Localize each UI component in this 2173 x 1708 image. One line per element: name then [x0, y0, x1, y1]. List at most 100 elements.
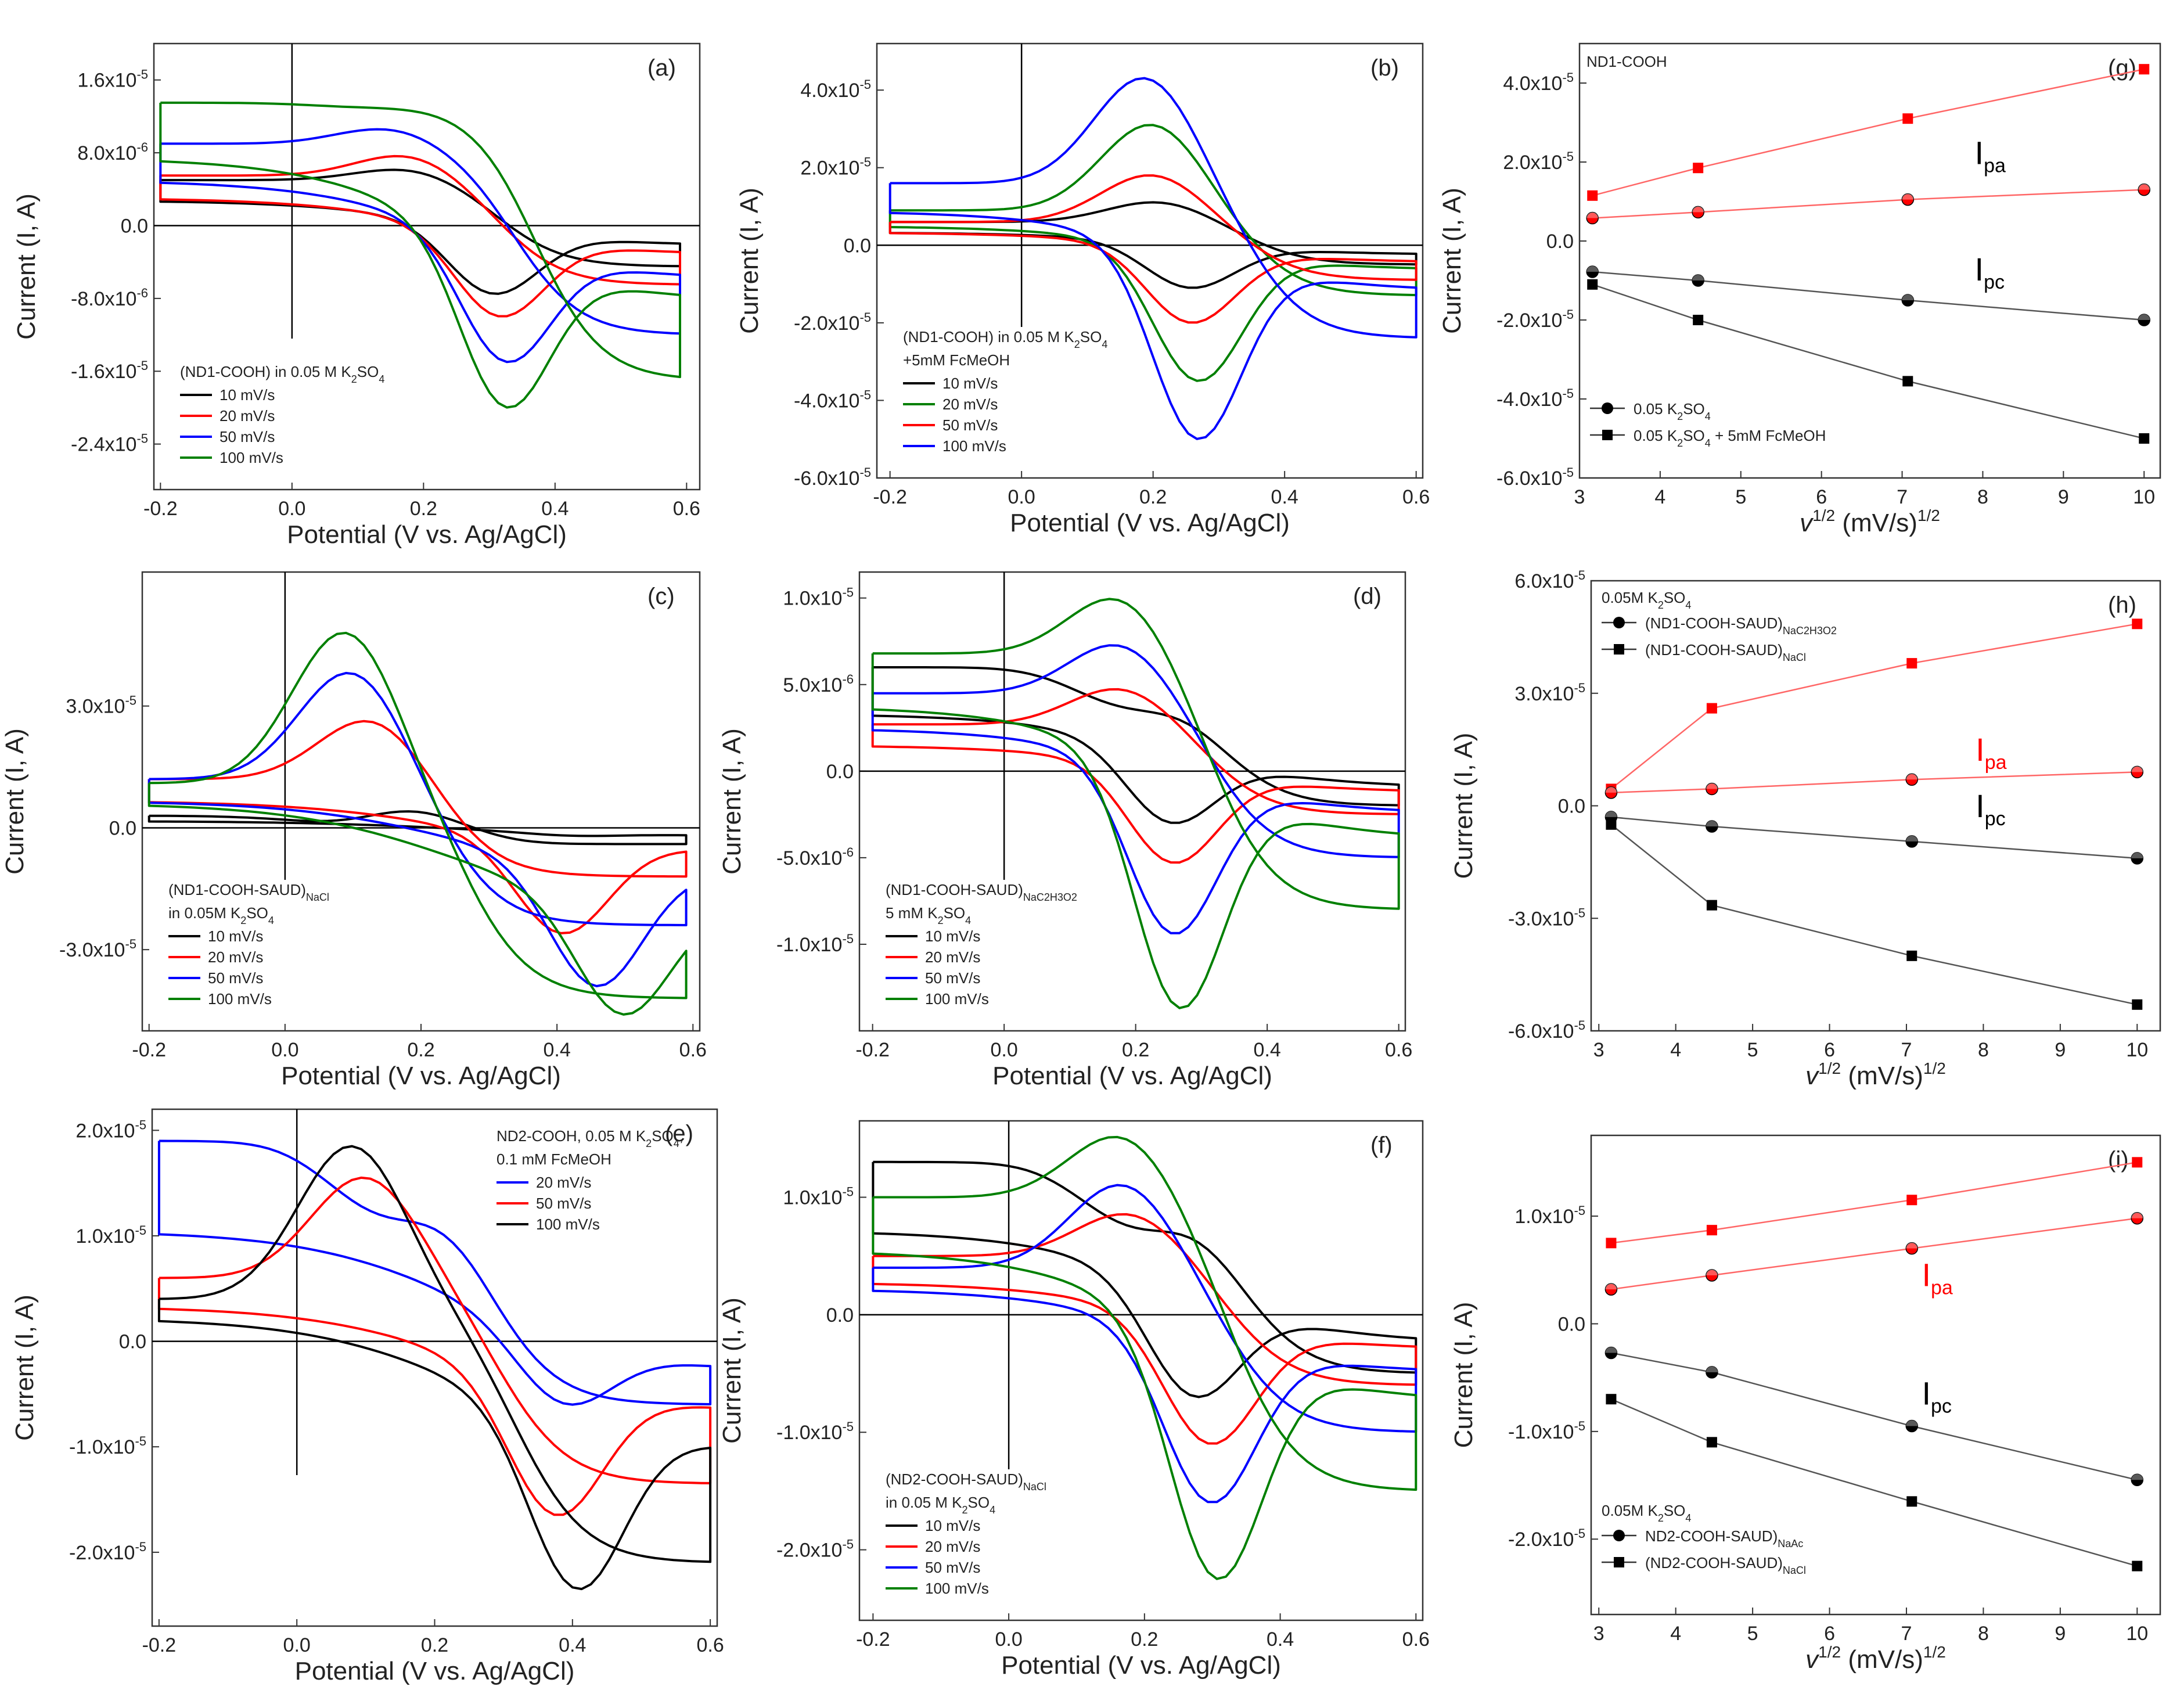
- data-point-circle: [1604, 1346, 1618, 1360]
- legend-label: 10 mV/s: [942, 375, 998, 392]
- legend-marker: [1602, 430, 1613, 440]
- data-point-circle: [1706, 782, 1718, 796]
- data-point-square: [1693, 315, 1704, 325]
- x-tick-label: 4: [1670, 1623, 1681, 1645]
- x-tick-label: 8: [1977, 486, 1988, 508]
- x-tick-label: 0.0: [1008, 486, 1035, 508]
- legend-title: ND2-COOH, 0.05 M K2SO4,: [497, 1127, 683, 1149]
- data-point-square: [1706, 703, 1717, 714]
- data-point-circle: [1692, 274, 1704, 287]
- cv-curve-100-mV-s: [147, 631, 688, 1016]
- x-tick-label: 5: [1747, 1039, 1758, 1061]
- data-point-circle: [1905, 1242, 1918, 1255]
- panel-d: -0.2 0.0 0.2 0.4 0.6 1.0x10-5 5.0x10-6 0.0 -5.0x…: [718, 571, 1412, 1090]
- y-tick-label: -1.0x10-5: [1508, 1419, 1585, 1443]
- y-tick-label: -1.0x10-5: [69, 1434, 146, 1458]
- legend-label: 20 mV/s: [925, 1538, 980, 1555]
- panel-heading: ND1-COOH: [1586, 53, 1667, 70]
- legend-title: (ND1-COOH) in 0.05 M K2SO4: [903, 328, 1107, 350]
- legend-label: 10 mV/s: [208, 927, 263, 945]
- data-point-square: [2132, 619, 2143, 630]
- y-axis-title: Current (I, A): [718, 1297, 746, 1444]
- y-tick-label: 1.0x10-5: [783, 1185, 854, 1209]
- y-tick-label: 4.0x10-5: [800, 77, 871, 102]
- x-tick-label: 0.0: [271, 1039, 298, 1061]
- x-tick-label: 0.0: [991, 1039, 1018, 1061]
- panel-letter: (d): [1353, 584, 1381, 609]
- data-point-circle: [2131, 765, 2144, 779]
- data-point-square: [2132, 1157, 2143, 1168]
- y-tick-label: 0.0: [109, 817, 136, 839]
- x-tick-label: 0.6: [1402, 486, 1430, 508]
- panel-b: -0.2 0.0 0.2 0.4 0.6 4.0x10-5 2.0x10-5 0.0 -2.0x…: [735, 42, 1430, 537]
- data-point-circle: [2131, 1473, 2144, 1487]
- data-point-square: [1587, 190, 1598, 201]
- data-point-half: [1692, 275, 1704, 281]
- y-tick-label: 3.0x10-5: [66, 693, 136, 718]
- data-point-circle: [1905, 773, 1918, 786]
- panel-letter: (b): [1370, 55, 1399, 81]
- cv-curve-10-mV-s: [872, 1160, 1418, 1398]
- legend-label: 100 mV/s: [220, 449, 283, 466]
- peak-current-label: Ipc: [1922, 1375, 1951, 1417]
- x-tick-label: 0.2: [410, 498, 437, 520]
- fit-line: [1592, 283, 2145, 440]
- panel-c: -0.2 0.0 0.2 0.4 0.6 3.0x10-5 0.0 -3.0x10-5 Pote…: [1, 571, 707, 1090]
- x-tick-label: 3: [1593, 1039, 1604, 1061]
- x-tick-label: 10: [2126, 1623, 2148, 1645]
- plot-frame: [858, 1120, 1424, 1621]
- data-point-square: [1606, 819, 1617, 830]
- y-tick-label: 6.0x10-5: [1514, 568, 1585, 592]
- data-point-circle: [1706, 820, 1718, 833]
- y-tick-label: -2.0x10-5: [794, 310, 871, 335]
- data-point-circle: [1706, 1366, 1718, 1379]
- data-point-half: [1706, 783, 1718, 789]
- legend-title: (ND2-COOH-SAUD)NaCl: [886, 1470, 1046, 1493]
- y-tick-label: -1.6x10-5: [71, 358, 148, 383]
- data-point-half: [1586, 266, 1599, 272]
- y-tick-label: -3.0x10-5: [59, 937, 136, 961]
- data-point-square: [1693, 163, 1704, 174]
- x-tick-label: 0.4: [544, 1039, 571, 1061]
- cv-curve-100-mV-s: [157, 1145, 712, 1591]
- data-point-half: [1906, 1420, 1918, 1426]
- y-tick-label: -2.4x10-5: [71, 432, 148, 456]
- y-tick-label: 3.0x10-5: [1514, 681, 1585, 705]
- x-tick-label: 10: [2126, 1039, 2148, 1061]
- y-tick-label: -2.0x10-5: [1496, 307, 1574, 332]
- x-tick-label: 9: [2058, 486, 2069, 508]
- data-point-half: [1605, 1347, 1617, 1353]
- data-point-square: [1587, 279, 1598, 290]
- panel-e: -0.2 0.0 0.2 0.4 0.6 2.0x10-5 1.0x10-5 0.0 -1.0x…: [10, 1108, 724, 1685]
- x-tick-label: 0.6: [697, 1634, 724, 1656]
- data-point-half: [2131, 1212, 2143, 1218]
- x-tick-label: 0.2: [1139, 486, 1167, 508]
- data-point-half: [1605, 811, 1617, 817]
- legend-label: (ND1-COOH-SAUD)NaCl: [1645, 641, 1806, 663]
- data-point-square: [1906, 658, 1917, 669]
- legend-title: in 0.05M K2SO4: [168, 904, 274, 926]
- data-point-square: [1902, 113, 1913, 124]
- legend-label: 50 mV/s: [220, 428, 275, 445]
- x-tick-label: -0.2: [856, 1628, 890, 1651]
- fit-line: [1611, 771, 2138, 794]
- y-tick-label: -2.0x10-5: [1508, 1526, 1585, 1551]
- x-tick-label: -0.2: [855, 1039, 890, 1061]
- panel-letter: (i): [2108, 1147, 2129, 1173]
- data-point-square: [1706, 1437, 1717, 1448]
- data-point-square: [1906, 1195, 1917, 1206]
- y-axis-title: Current (I, A): [1449, 1302, 1478, 1448]
- legend-label: 50 mV/s: [925, 969, 980, 987]
- legend-label: 20 mV/s: [220, 407, 275, 425]
- data-point-square: [1706, 1225, 1717, 1236]
- legend-title: +5mM FcMeOH: [903, 351, 1010, 369]
- x-tick-label: 0.2: [1131, 1628, 1158, 1651]
- fit-line: [1592, 189, 2145, 219]
- panel-g: 3 4 5 6 7 8 9 10 4.0x10-5 2.0x10-5 0.0 -2.0x10-5 -4.…: [1438, 42, 2161, 537]
- x-tick-label: -0.2: [873, 486, 907, 508]
- x-tick-label: 6: [1824, 1039, 1835, 1061]
- x-tick-label: 6: [1816, 486, 1827, 508]
- x-tick-label: 8: [1978, 1039, 1989, 1061]
- fit-line: [1610, 824, 2138, 1006]
- peak-current-label: Ipc: [1976, 788, 2005, 830]
